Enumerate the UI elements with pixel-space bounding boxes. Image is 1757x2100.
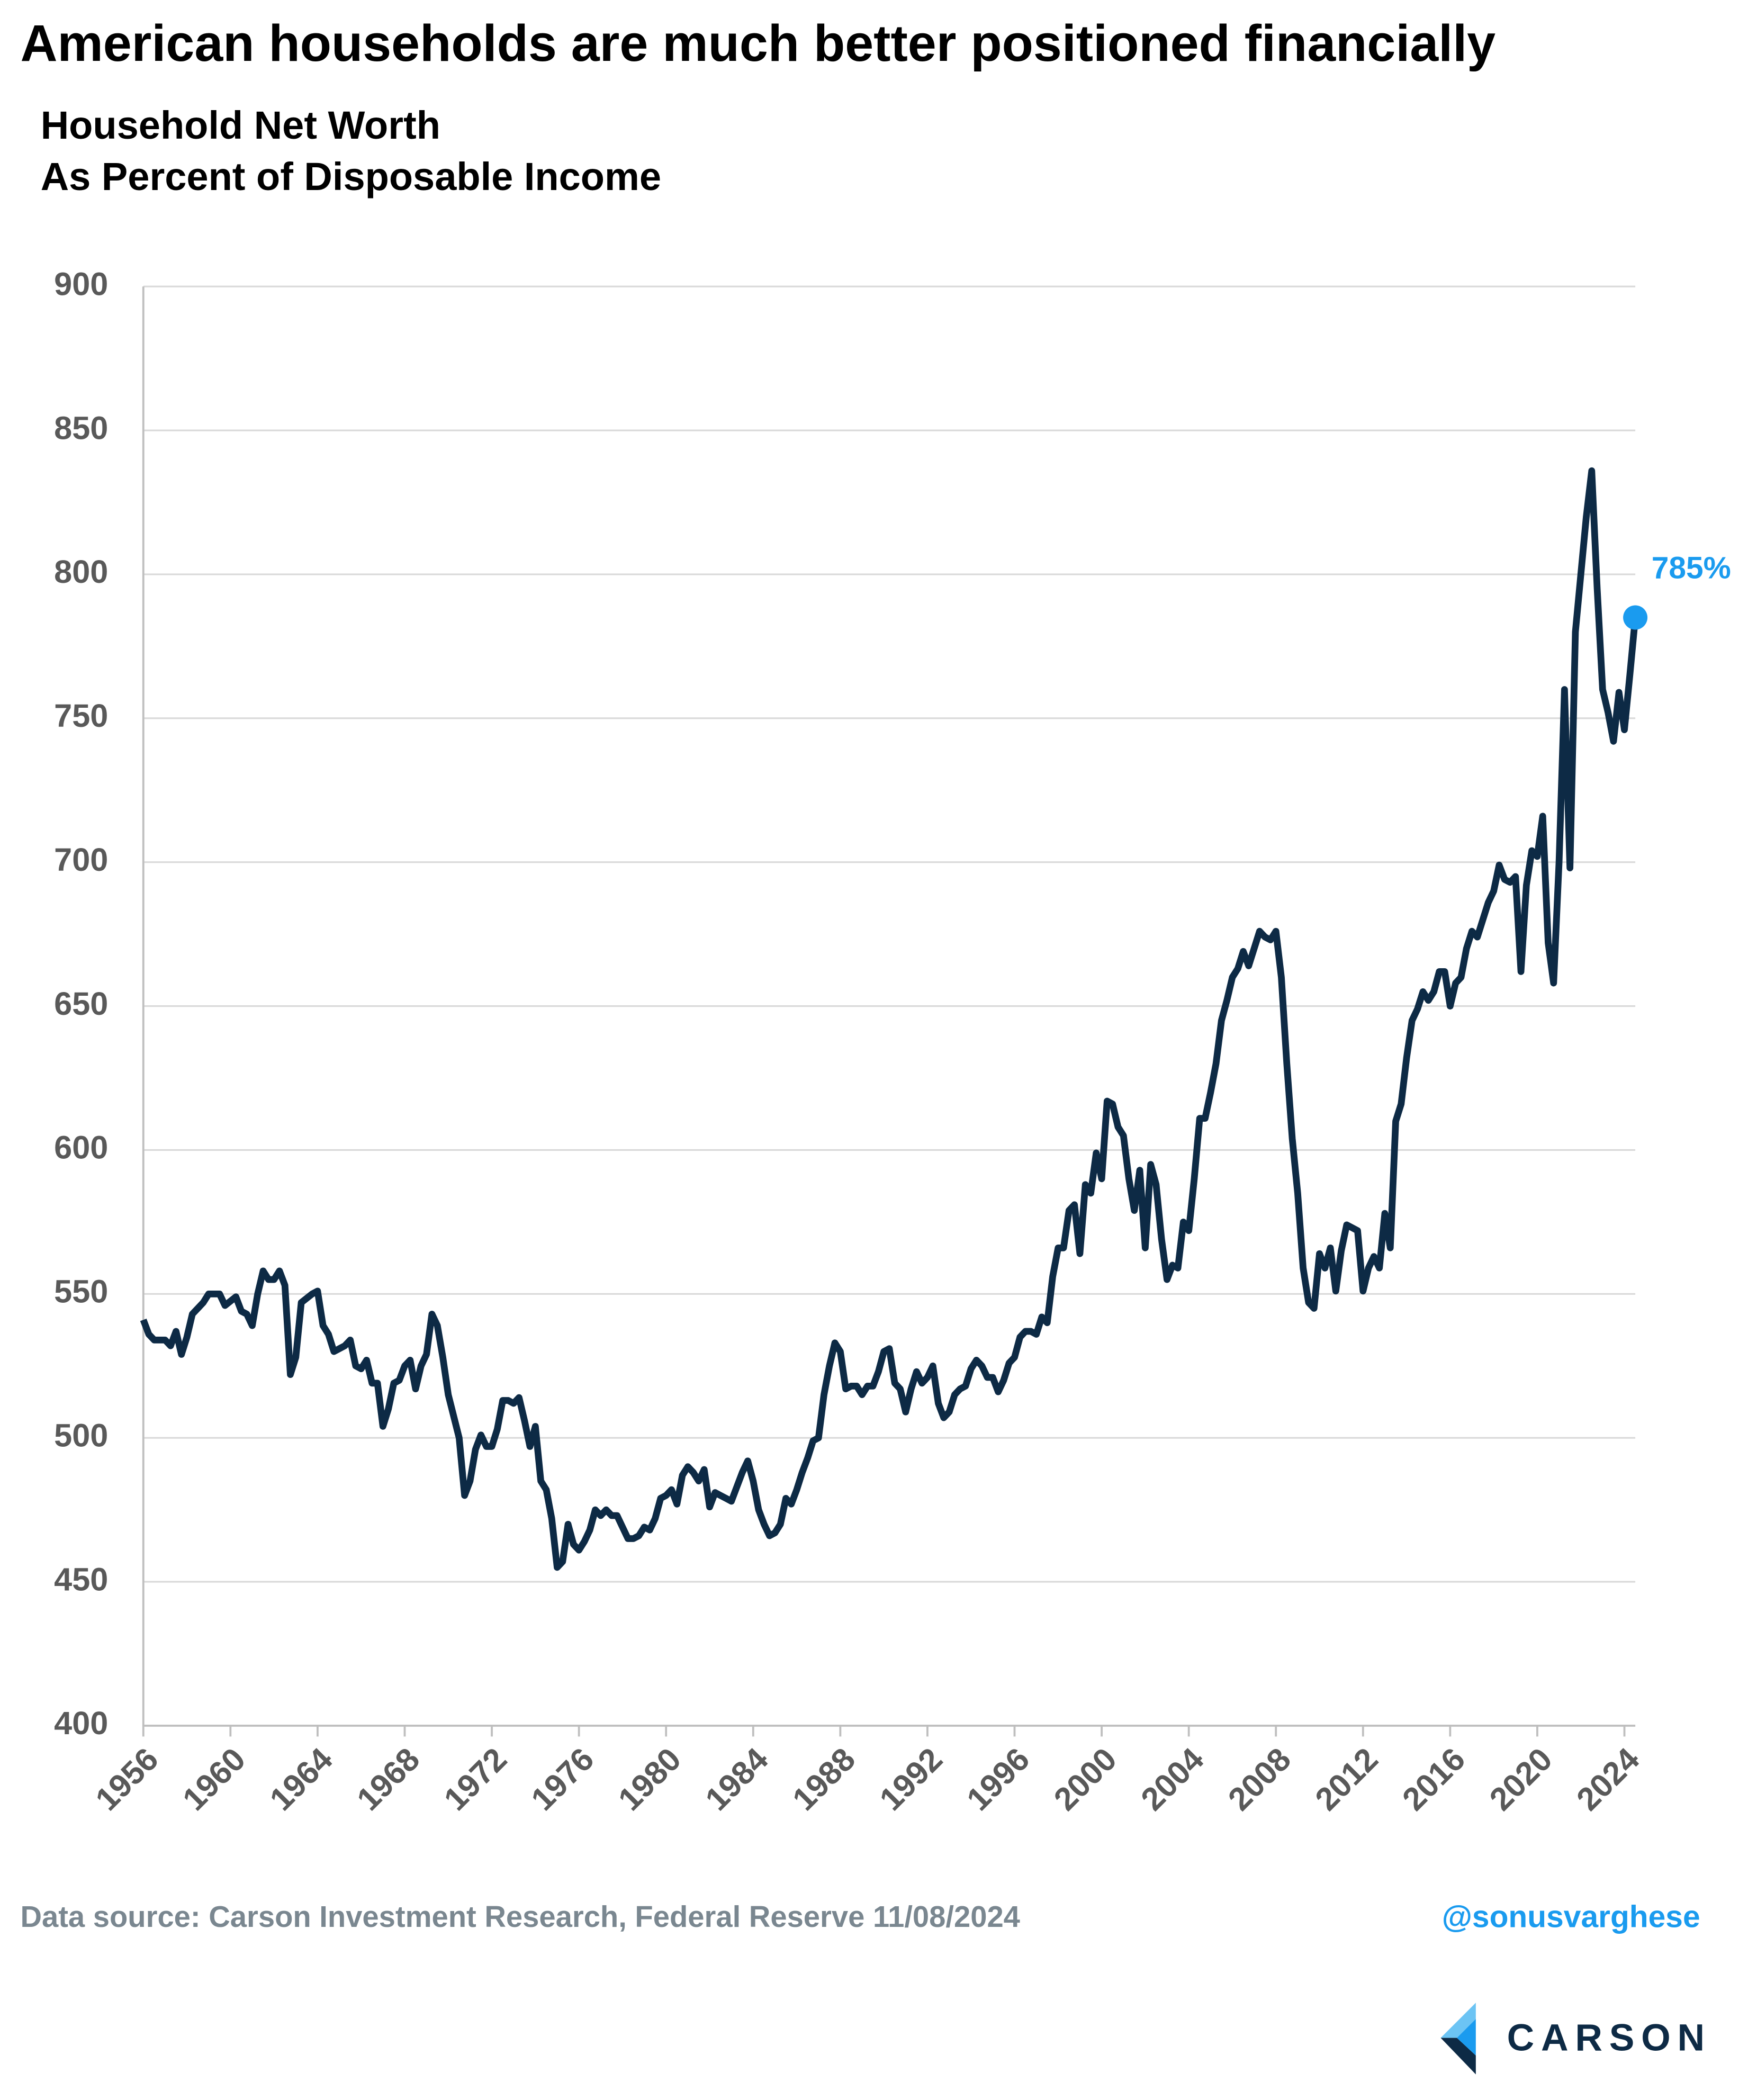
y-tick-label: 750	[54, 698, 108, 734]
x-tick-label: 1996	[960, 1741, 1036, 1817]
chart-subtitle: As Percent of Disposable Income	[41, 155, 661, 199]
y-tick-label: 600	[54, 1130, 108, 1166]
end-point	[1623, 605, 1648, 630]
end-label: 785%	[1652, 551, 1731, 585]
chart-title: American households are much better posi…	[20, 14, 1495, 72]
x-tick-label: 1968	[350, 1741, 426, 1817]
y-tick-label: 700	[54, 842, 108, 878]
source-note: Data source: Carson Investment Research,…	[20, 1900, 1020, 1933]
x-tick-label: 1988	[786, 1741, 862, 1817]
chart-subtitle: Household Net Worth	[41, 103, 440, 147]
x-tick-label: 1964	[263, 1741, 339, 1817]
y-tick-label: 400	[54, 1705, 108, 1741]
logo-text: CARSON	[1507, 2017, 1711, 2059]
y-tick-label: 550	[54, 1274, 108, 1310]
y-tick-label: 650	[54, 986, 108, 1022]
x-tick-label: 1976	[524, 1741, 600, 1817]
x-tick-label: 2012	[1308, 1741, 1384, 1817]
y-tick-label: 500	[54, 1417, 108, 1453]
x-tick-label: 1972	[437, 1741, 513, 1817]
x-tick-label: 2008	[1221, 1741, 1298, 1817]
x-tick-label: 1984	[698, 1741, 774, 1817]
y-tick-label: 450	[54, 1561, 108, 1597]
handle: @sonusvarghese	[1442, 1900, 1700, 1934]
y-tick-label: 850	[54, 410, 108, 446]
x-tick-label: 1960	[176, 1741, 252, 1817]
x-tick-label: 2020	[1483, 1741, 1559, 1817]
y-tick-label: 900	[54, 266, 108, 302]
x-tick-label: 2016	[1395, 1741, 1472, 1817]
y-tick-label: 800	[54, 554, 108, 590]
x-tick-label: 2000	[1047, 1741, 1123, 1817]
x-tick-label: 1980	[611, 1741, 688, 1817]
x-tick-label: 2024	[1570, 1741, 1646, 1817]
x-tick-label: 2004	[1134, 1741, 1210, 1817]
x-tick-label: 1992	[873, 1741, 949, 1817]
data-line	[140, 467, 1639, 1571]
logo-icon	[1440, 2003, 1476, 2075]
x-tick-label: 1956	[88, 1741, 165, 1817]
